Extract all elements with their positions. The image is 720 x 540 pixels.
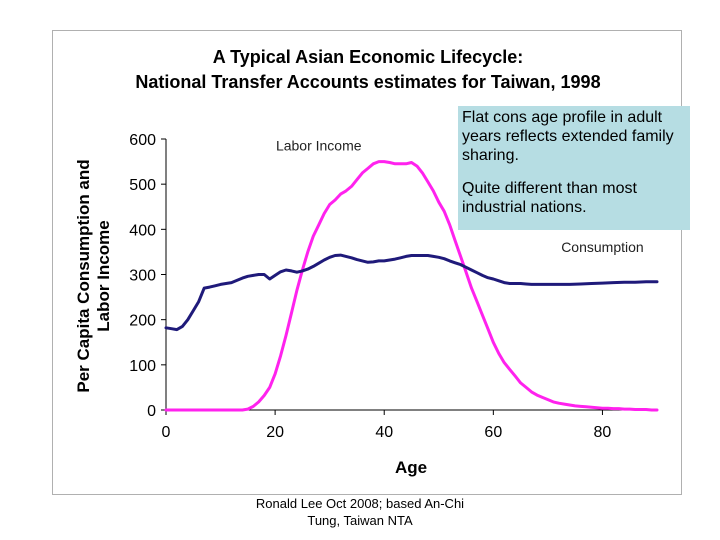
annotation-note: Flat cons age profile in adult years ref… [458,106,690,230]
y-axis-title-line2: Labor Income [94,220,113,331]
chart-title: A Typical Asian Economic Lifecycle: [213,47,523,67]
chart-frame: A Typical Asian Economic Lifecycle: Nati… [52,30,682,495]
y-tick-label: 200 [129,313,156,330]
lifecycle-chart: A Typical Asian Economic Lifecycle: Nati… [74,47,659,477]
axes: 0 100 200 300 400 500 600 0 20 40 60 80 [129,132,657,441]
x-tick-label: 40 [375,424,393,441]
y-tick-label: 500 [129,177,156,194]
x-tick-label: 60 [484,424,502,441]
y-tick-label: 300 [129,268,156,285]
x-tick-label: 80 [594,424,612,441]
y-tick-label: 100 [129,358,156,375]
note-line-2: Quite different than most industrial nat… [462,180,637,216]
series-labels: Labor Income Consumption [276,137,644,255]
chart-subtitle: National Transfer Accounts estimates for… [135,72,600,92]
series-lines [164,160,659,412]
y-tick-label: 600 [129,132,156,149]
series-label-labor-income: Labor Income [276,137,362,153]
y-tick-label: 400 [129,222,156,239]
series-label-consumption: Consumption [561,239,644,255]
x-axis-title: Age [395,458,427,477]
consumption-line [164,253,659,332]
note-line-1: Flat cons age profile in adult years ref… [462,109,674,164]
y-axis-title-line1: Per Capita Consumption and [74,159,93,392]
labor-income-line [164,160,659,412]
x-tick-label: 20 [266,424,284,441]
y-tick-label: 0 [147,403,156,420]
footer-credit: Ronald Lee Oct 2008; based An-Chi Tung, … [255,496,465,528]
x-tick-label: 0 [162,424,171,441]
